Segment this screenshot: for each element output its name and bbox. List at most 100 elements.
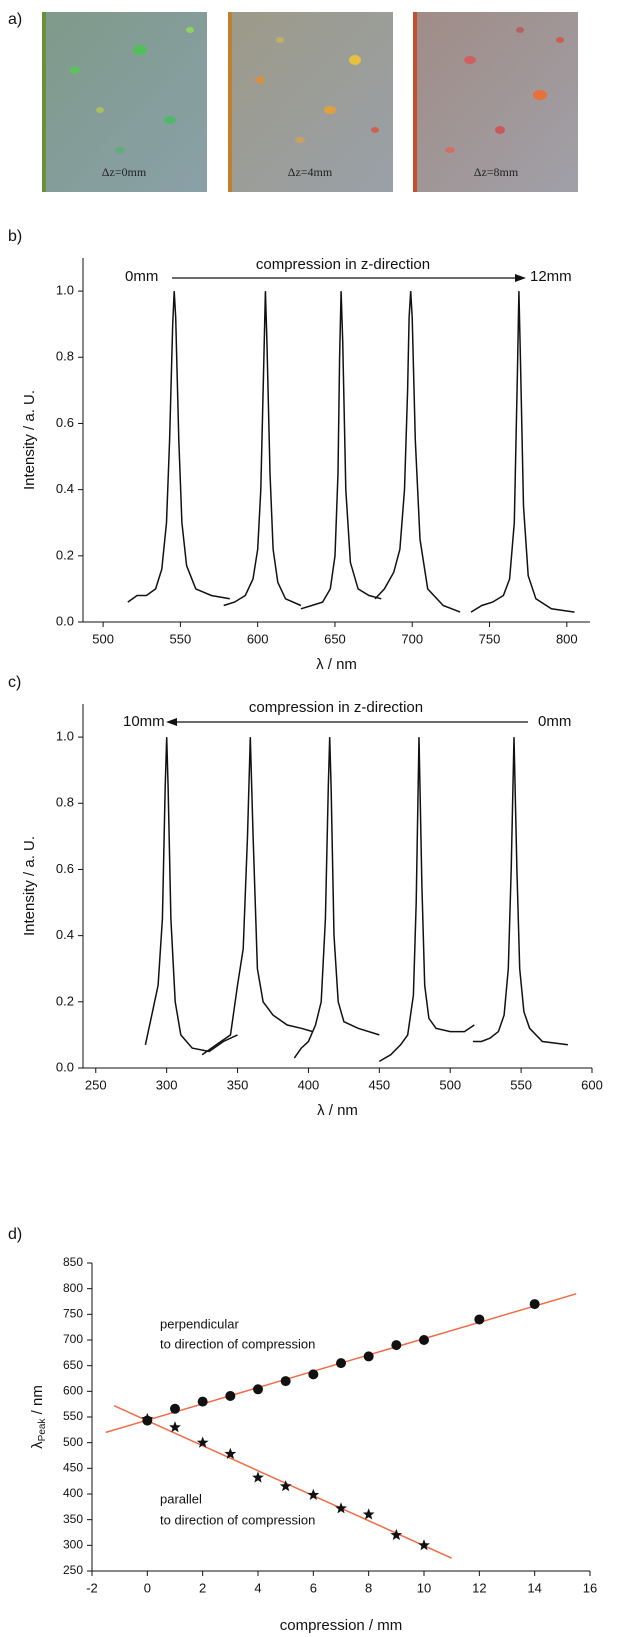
point bbox=[197, 1396, 208, 1407]
point bbox=[225, 1390, 236, 1401]
x-tick-label: 500 bbox=[439, 1077, 461, 1092]
y-tick-label: 450 bbox=[63, 1461, 83, 1475]
line bbox=[144, 737, 238, 1053]
y-axis-label-sub: Peak bbox=[37, 1418, 48, 1442]
photo bbox=[42, 12, 207, 192]
point bbox=[279, 1480, 292, 1492]
panel-label: d) bbox=[8, 1226, 22, 1243]
x-tick-label: 650 bbox=[324, 631, 346, 646]
x-tick-label: 550 bbox=[510, 1077, 532, 1092]
image-caption: Δz=4mm bbox=[288, 165, 333, 179]
x-tick-label: 250 bbox=[85, 1077, 107, 1092]
y-tick-label: 0.2 bbox=[56, 547, 74, 562]
point bbox=[224, 1447, 237, 1459]
y-tick-label: 700 bbox=[63, 1332, 83, 1346]
y-axis-label-unit: / nm bbox=[29, 1385, 46, 1418]
y-tick-label: 0.0 bbox=[56, 613, 74, 628]
x-tick-label: 800 bbox=[556, 631, 578, 646]
annotation: perpendicular bbox=[160, 1316, 239, 1331]
line bbox=[127, 291, 230, 603]
point bbox=[308, 1369, 319, 1380]
arrow bbox=[172, 274, 526, 282]
annotation: 0mm bbox=[125, 268, 158, 285]
y-tick-label: 850 bbox=[63, 1255, 83, 1269]
point bbox=[196, 1436, 209, 1448]
y-tick-label: 0.2 bbox=[56, 993, 74, 1008]
image-caption: Δz=0mm bbox=[102, 165, 147, 179]
y-tick-label: 0.4 bbox=[56, 927, 74, 942]
panel-label: c) bbox=[8, 674, 21, 691]
annotation: 0mm bbox=[538, 713, 571, 730]
line bbox=[374, 291, 461, 613]
x-tick-label: 6 bbox=[310, 1580, 317, 1595]
y-tick-label: 800 bbox=[63, 1281, 83, 1295]
point bbox=[280, 1376, 291, 1387]
y-axis-label-text: λ bbox=[29, 1441, 46, 1449]
point bbox=[390, 1528, 403, 1541]
y-tick-label: 750 bbox=[63, 1307, 83, 1321]
arrow bbox=[166, 718, 528, 726]
annotation: 10mm bbox=[123, 713, 165, 730]
y-axis-label: λPeak / nm bbox=[29, 1385, 48, 1449]
point bbox=[335, 1502, 347, 1514]
y-tick-label: 650 bbox=[63, 1358, 83, 1372]
x-axis-label: λ / nm bbox=[316, 656, 357, 673]
x-tick-label: 700 bbox=[401, 631, 423, 646]
photo bbox=[413, 12, 578, 192]
line bbox=[378, 737, 475, 1063]
x-tick-label: 4 bbox=[254, 1580, 261, 1595]
y-tick-label: 1.0 bbox=[56, 283, 74, 298]
y-axis-label-text: Intensity / a. U. bbox=[21, 836, 38, 936]
x-tick-label: 350 bbox=[227, 1077, 249, 1092]
annotation: 12mm bbox=[530, 268, 572, 285]
line bbox=[472, 737, 568, 1046]
line bbox=[113, 1405, 453, 1559]
point bbox=[419, 1335, 429, 1345]
y-tick-label: 250 bbox=[63, 1563, 83, 1577]
y-axis-label: Intensity / a. U. bbox=[21, 390, 38, 490]
annotation: to direction of compression bbox=[160, 1336, 315, 1351]
x-tick-label: 12 bbox=[472, 1580, 486, 1595]
x-tick-label: 16 bbox=[583, 1580, 597, 1595]
point bbox=[307, 1488, 320, 1500]
y-tick-label: 350 bbox=[63, 1512, 83, 1526]
x-tick-label: 14 bbox=[527, 1580, 541, 1595]
y-tick-label: 550 bbox=[63, 1409, 83, 1423]
panel-label: b) bbox=[8, 228, 22, 245]
x-tick-label: 10 bbox=[417, 1580, 431, 1595]
point bbox=[362, 1508, 375, 1520]
x-tick-label: 400 bbox=[298, 1077, 320, 1092]
line bbox=[470, 291, 575, 613]
point bbox=[418, 1539, 430, 1551]
line bbox=[201, 737, 313, 1056]
image-caption: Δz=8mm bbox=[474, 165, 519, 179]
y-tick-label: 500 bbox=[63, 1435, 83, 1449]
point bbox=[169, 1421, 181, 1433]
point bbox=[363, 1351, 374, 1362]
y-tick-label: 600 bbox=[63, 1384, 83, 1398]
point bbox=[336, 1358, 346, 1369]
y-tick-label: 0.8 bbox=[56, 349, 74, 364]
point bbox=[141, 1412, 154, 1425]
y-axis-label: Intensity / a. U. bbox=[21, 836, 38, 936]
line bbox=[300, 291, 382, 610]
point bbox=[391, 1340, 402, 1351]
x-tick-label: 2 bbox=[199, 1580, 206, 1595]
x-tick-label: 600 bbox=[247, 631, 269, 646]
y-tick-label: 0.6 bbox=[56, 415, 74, 430]
y-tick-label: 0.4 bbox=[56, 481, 74, 496]
x-tick-label: 0 bbox=[144, 1580, 151, 1595]
point bbox=[474, 1314, 485, 1325]
y-tick-label: 0.6 bbox=[56, 861, 74, 876]
point bbox=[170, 1403, 180, 1414]
x-tick-label: 450 bbox=[368, 1077, 390, 1092]
photo bbox=[228, 12, 393, 192]
y-tick-label: 400 bbox=[63, 1486, 83, 1500]
y-axis-label-text: Intensity / a. U. bbox=[21, 390, 38, 490]
y-tick-label: 0.8 bbox=[56, 795, 74, 810]
x-tick-label: -2 bbox=[86, 1580, 98, 1595]
x-tick-label: 300 bbox=[156, 1077, 178, 1092]
annotation: compression in z-direction bbox=[249, 699, 423, 716]
y-tick-label: 1.0 bbox=[56, 729, 74, 744]
